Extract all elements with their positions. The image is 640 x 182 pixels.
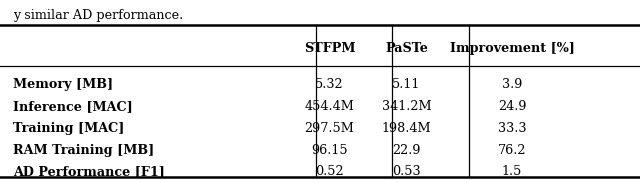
Text: Training [MAC]: Training [MAC]: [13, 122, 124, 135]
Text: PaSTe: PaSTe: [385, 42, 428, 55]
Text: 76.2: 76.2: [498, 144, 526, 157]
Text: 24.9: 24.9: [498, 100, 526, 113]
Text: 5.32: 5.32: [316, 78, 344, 91]
Text: 454.4M: 454.4M: [305, 100, 355, 113]
Text: 0.53: 0.53: [392, 165, 420, 179]
Text: 0.52: 0.52: [316, 165, 344, 179]
Text: 198.4M: 198.4M: [381, 122, 431, 135]
Text: 33.3: 33.3: [498, 122, 526, 135]
Text: 96.15: 96.15: [311, 144, 348, 157]
Text: 22.9: 22.9: [392, 144, 420, 157]
Text: Memory [MB]: Memory [MB]: [13, 78, 113, 91]
Text: 3.9: 3.9: [502, 78, 522, 91]
Text: Inference [MAC]: Inference [MAC]: [13, 100, 132, 113]
Text: 341.2M: 341.2M: [381, 100, 431, 113]
Text: STFPM: STFPM: [304, 42, 355, 55]
Text: y similar AD performance.: y similar AD performance.: [13, 9, 183, 22]
Text: RAM Training [MB]: RAM Training [MB]: [13, 144, 154, 157]
Text: 297.5M: 297.5M: [305, 122, 355, 135]
Text: 5.11: 5.11: [392, 78, 420, 91]
Text: AD Performance [F1]: AD Performance [F1]: [13, 165, 164, 179]
Text: 1.5: 1.5: [502, 165, 522, 179]
Text: Improvement [%]: Improvement [%]: [449, 42, 575, 55]
